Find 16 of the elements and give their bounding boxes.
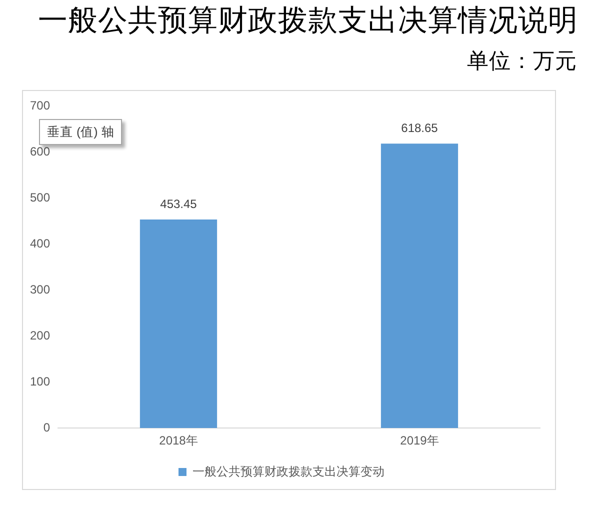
chart-subtitle: 单位：万元 xyxy=(467,48,577,76)
y-tick-label: 300 xyxy=(30,282,50,296)
x-tick-label: 2018年 xyxy=(159,434,198,448)
y-tick-label: 700 xyxy=(30,98,50,113)
y-tick-label: 500 xyxy=(30,190,50,204)
y-tick-label: 100 xyxy=(30,374,50,388)
legend-label: 一般公共预算财政拨款支出决算变动 xyxy=(192,464,384,478)
y-tick-label: 200 xyxy=(30,328,50,342)
x-tick-label: 2019年 xyxy=(400,434,439,448)
annotation: 垂直 (值) 轴 xyxy=(39,119,122,145)
chart-title: 一般公共预算财政拨款支出决算情况说明 xyxy=(38,2,578,38)
y-tick-label: 600 xyxy=(30,144,50,158)
y-tick-label: 400 xyxy=(30,236,50,250)
data-label: 618.65 xyxy=(401,120,438,135)
y-tick-label: 0 xyxy=(43,420,50,434)
data-label: 453.45 xyxy=(160,196,198,211)
